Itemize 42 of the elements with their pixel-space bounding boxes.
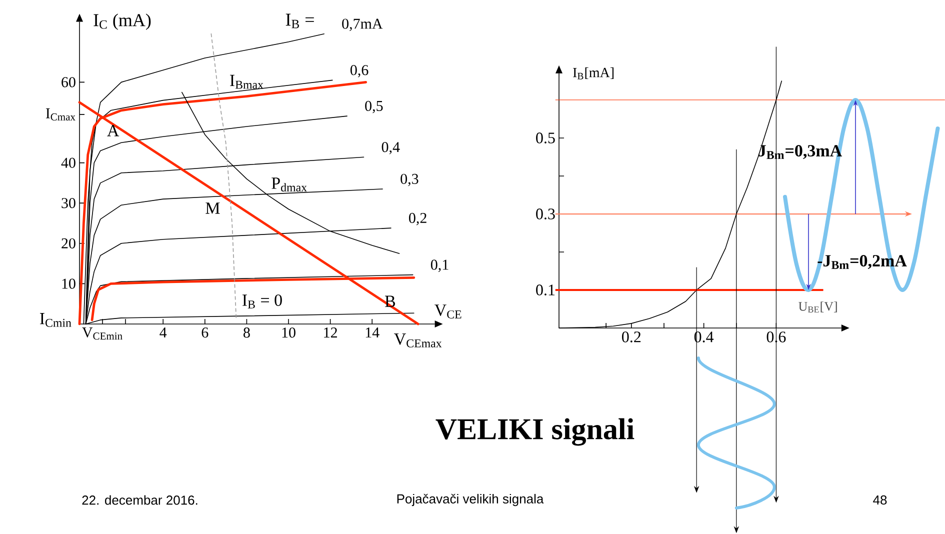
y-tick-label: 20 (62, 238, 76, 248)
y-tick-label: 10 (62, 278, 76, 289)
annotation: P$_{dmax}$ (272, 178, 307, 192)
annotation: -J$_{Bm}$=0,2mA (818, 255, 907, 269)
series-label: 0,6 (350, 65, 368, 78)
text: VELIKI signali (436, 418, 634, 446)
y-axis-title: I$_{B}$[mA] (573, 67, 614, 80)
x-tick-label: 14 (366, 328, 380, 338)
x-tick-label: 6 (202, 328, 208, 338)
y-axis-title: I$_{C}$ (mA) (94, 14, 151, 30)
annotation: A (107, 124, 120, 136)
annotation: I$_{Bmax}$ (230, 74, 264, 89)
y-tick-label: I$_{Cmax}$ (46, 108, 76, 120)
series-label: 0,3 (400, 174, 418, 186)
annotation: I$_{Cmin}$ (40, 313, 72, 327)
annotation: I$_{B}$ = 0 (242, 294, 282, 308)
text: Pojačavači velikih signala (397, 494, 544, 506)
annotation: M (206, 202, 220, 214)
annotation: V$_{CEmax}$ (394, 334, 442, 348)
y-tick-label: 0.1 (536, 284, 555, 296)
x-tick-label: V$_{CEmin}$ (82, 328, 122, 340)
x-tick-label: 12 (324, 328, 337, 338)
text: 48 (873, 495, 887, 505)
x-tick-label: 8 (244, 328, 250, 338)
y-tick-label: 40 (61, 158, 76, 168)
y-tick-label: 0.5 (536, 132, 555, 144)
x-tick-label: 0.2 (622, 332, 641, 342)
y-tick-label: 0.3 (536, 208, 555, 220)
annotation: B (384, 296, 395, 307)
y-tick-label: 30 (62, 198, 76, 208)
series-label: 0,1 (430, 260, 448, 272)
x-tick-label: 4 (160, 328, 167, 338)
x-axis-title: U$_{BE}$[V] (798, 302, 837, 312)
annotation: I$_{B}$ = (286, 14, 314, 28)
x-tick-label: 10 (282, 328, 296, 338)
series-label: 0,7mA (342, 18, 383, 31)
x-axis-title: V$_{CE}$ (434, 304, 462, 318)
text: 22. decembar 2016. (82, 495, 198, 505)
series-label: 0,2 (409, 212, 426, 226)
series-label: 0,5 (365, 100, 383, 114)
y-tick-label: 60 (62, 77, 76, 88)
series-label: 0,4 (382, 142, 400, 154)
